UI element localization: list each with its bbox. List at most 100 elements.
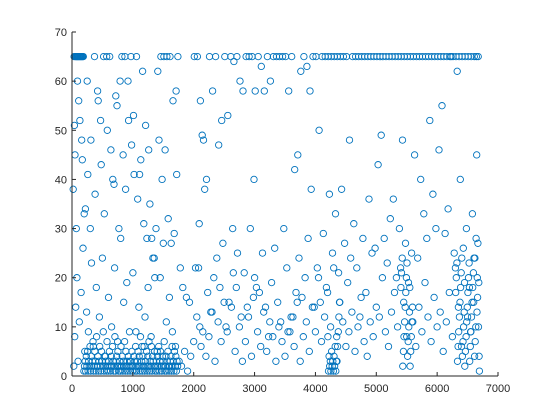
data-point	[219, 239, 227, 247]
data-point	[145, 367, 154, 375]
data-point	[469, 269, 478, 277]
data-point	[166, 362, 174, 370]
data-point	[462, 333, 470, 341]
data-point	[298, 293, 306, 302]
data-point	[83, 77, 91, 85]
data-point	[233, 52, 241, 61]
data-point	[387, 308, 396, 316]
data-point	[281, 352, 289, 360]
y-tick-label: 60	[55, 76, 67, 88]
data-point	[191, 264, 200, 272]
data-point	[99, 328, 107, 336]
data-point	[69, 185, 77, 193]
data-point	[241, 337, 250, 346]
data-point	[468, 298, 476, 306]
data-point	[456, 175, 464, 184]
data-point	[332, 367, 340, 375]
data-point	[345, 136, 354, 144]
data-point	[84, 170, 92, 179]
data-point	[325, 190, 334, 198]
data-point	[463, 313, 472, 321]
data-point	[267, 278, 276, 287]
data-point	[331, 342, 339, 351]
data-point	[88, 362, 96, 370]
data-point	[444, 205, 452, 213]
data-point	[365, 195, 373, 203]
data-point	[118, 52, 126, 61]
data-point	[86, 367, 95, 375]
data-point	[75, 97, 83, 105]
data-point	[87, 136, 95, 144]
data-point	[237, 313, 245, 321]
data-point	[158, 352, 167, 360]
data-point	[138, 67, 147, 75]
data-point	[472, 234, 480, 243]
data-point	[469, 283, 477, 292]
data-point	[292, 288, 300, 297]
data-point	[170, 347, 179, 356]
data-point	[278, 52, 287, 61]
data-point	[304, 234, 312, 243]
data-point	[72, 303, 80, 311]
data-point	[328, 362, 336, 370]
data-point	[134, 195, 142, 203]
data-point	[172, 367, 181, 375]
data-point	[407, 333, 415, 341]
data-point	[110, 264, 119, 272]
data-point	[137, 156, 145, 164]
data-point	[107, 352, 115, 360]
data-point	[464, 288, 472, 297]
data-point	[291, 165, 299, 174]
data-point	[390, 288, 399, 297]
data-point	[473, 274, 481, 282]
data-point	[284, 328, 292, 336]
y-tick-label: 0	[61, 371, 67, 383]
data-point	[172, 352, 180, 360]
data-point	[260, 87, 268, 95]
data-point	[455, 313, 464, 321]
data-point	[95, 313, 104, 321]
data-point	[251, 87, 259, 95]
data-point	[255, 288, 264, 297]
data-point	[410, 151, 419, 159]
data-point	[429, 190, 437, 198]
data-point	[162, 318, 170, 326]
data-point	[167, 367, 176, 375]
data-point	[404, 278, 413, 287]
data-point	[245, 52, 253, 61]
data-point	[381, 328, 390, 336]
data-point	[110, 362, 118, 370]
data-point	[164, 215, 172, 223]
data-point	[202, 352, 210, 360]
data-point	[151, 274, 159, 282]
data-point	[418, 328, 426, 336]
data-point	[183, 367, 192, 375]
data-point	[335, 313, 343, 321]
data-point	[124, 367, 132, 375]
data-point	[375, 313, 383, 321]
data-point	[436, 308, 444, 316]
data-point	[249, 293, 258, 302]
data-point	[94, 97, 102, 105]
data-point	[157, 362, 165, 370]
data-point	[160, 337, 168, 346]
x-tick-label: 2000	[181, 383, 205, 395]
data-point	[456, 298, 464, 306]
data-point	[137, 362, 145, 370]
data-point	[143, 367, 151, 375]
data-point	[149, 254, 157, 262]
y-tick-label: 20	[55, 273, 67, 285]
data-point	[243, 303, 251, 311]
data-point	[359, 234, 367, 243]
data-point	[127, 52, 135, 61]
data-point	[152, 224, 160, 233]
data-point	[400, 298, 408, 306]
data-point	[104, 293, 113, 302]
data-point	[220, 298, 228, 306]
data-point	[323, 288, 332, 297]
y-tick-label: 70	[55, 27, 67, 39]
data-point	[211, 357, 219, 365]
data-point	[324, 367, 333, 375]
data-point	[155, 367, 163, 375]
data-point	[79, 52, 87, 61]
